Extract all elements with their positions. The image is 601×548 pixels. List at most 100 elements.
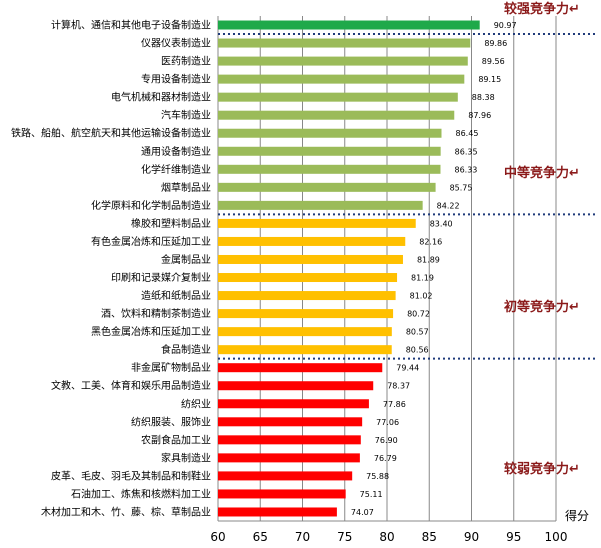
value-label: 81.19 bbox=[411, 274, 434, 283]
bar bbox=[218, 363, 383, 373]
value-label: 75.11 bbox=[360, 490, 383, 499]
category-label: 金属制品业 bbox=[161, 253, 211, 266]
bar bbox=[218, 200, 423, 210]
value-label: 89.86 bbox=[484, 39, 507, 48]
category-label: 有色金属冶炼和压延加工业 bbox=[91, 235, 211, 248]
category-label: 医药制造业 bbox=[161, 55, 211, 68]
x-axis-ticks: 60 65 70 75 80 85 90 95 100 bbox=[210, 530, 567, 544]
x-tick-label: 75 bbox=[337, 530, 352, 544]
value-label: 80.56 bbox=[406, 346, 429, 355]
tier-labels: 较强竞争力↵ 中等竞争力↵ 初等竞争力↵ 较弱竞争力↵ bbox=[504, 1, 580, 477]
bar bbox=[218, 254, 403, 264]
value-label: 79.44 bbox=[396, 364, 419, 373]
bar bbox=[218, 435, 361, 445]
value-label: 77.86 bbox=[383, 400, 406, 409]
bar bbox=[218, 291, 396, 301]
bar bbox=[218, 56, 468, 66]
category-label: 纺织服装、服饰业 bbox=[131, 415, 211, 428]
bar bbox=[218, 453, 360, 463]
x-tick-label: 60 bbox=[210, 530, 225, 544]
value-label: 82.16 bbox=[419, 237, 442, 246]
value-label: 89.15 bbox=[478, 75, 501, 84]
category-label: 汽车制造业 bbox=[161, 109, 211, 122]
value-label: 86.45 bbox=[456, 129, 479, 138]
bar bbox=[218, 182, 436, 192]
value-label: 81.02 bbox=[410, 292, 433, 301]
value-label: 78.37 bbox=[387, 382, 410, 391]
bar bbox=[218, 471, 353, 481]
category-labels: 计算机、通信和其他电子设备制造业仪器仪表制造业医药制造业专用设备制造业电气机械和… bbox=[11, 19, 211, 519]
bar bbox=[218, 507, 337, 517]
x-tick-label: 85 bbox=[422, 530, 437, 544]
category-label: 文教、工美、体育和娱乐用品制造业 bbox=[51, 379, 211, 392]
bar bbox=[218, 128, 442, 138]
bar bbox=[218, 38, 471, 48]
tier-label: 较强竞争力↵ bbox=[504, 1, 580, 17]
category-label: 农副食品加工业 bbox=[141, 433, 211, 446]
bar bbox=[218, 417, 363, 427]
bar bbox=[218, 20, 480, 30]
bar bbox=[218, 218, 416, 228]
category-label: 木材加工和木、竹、藤、棕、草制品业 bbox=[41, 505, 211, 518]
x-axis-label: 得分 bbox=[565, 508, 589, 523]
value-label: 89.56 bbox=[482, 57, 505, 66]
bar bbox=[218, 345, 392, 355]
bar bbox=[218, 381, 374, 391]
bar bbox=[218, 399, 369, 409]
category-label: 橡胶和塑料制品业 bbox=[131, 217, 211, 230]
category-label: 食品制造业 bbox=[161, 343, 211, 356]
grid-lines bbox=[217, 16, 557, 522]
category-label: 化学原料和化学制品制造业 bbox=[91, 199, 211, 212]
bar bbox=[218, 164, 441, 174]
bar bbox=[218, 74, 465, 84]
tier-dividers bbox=[218, 33, 598, 360]
bar bbox=[218, 92, 458, 102]
bars bbox=[218, 20, 480, 517]
category-label: 家具制造业 bbox=[161, 451, 211, 464]
value-label: 76.79 bbox=[374, 454, 397, 463]
value-label: 87.96 bbox=[468, 111, 491, 120]
category-label: 专用设备制造业 bbox=[141, 73, 211, 86]
x-tick-label: 95 bbox=[506, 530, 521, 544]
value-label: 74.07 bbox=[351, 508, 374, 517]
value-label: 75.88 bbox=[366, 472, 389, 481]
category-label: 烟草制品业 bbox=[161, 181, 211, 194]
value-label: 90.97 bbox=[494, 21, 517, 30]
category-label: 计算机、通信和其他电子设备制造业 bbox=[51, 19, 211, 32]
value-label: 83.40 bbox=[430, 219, 453, 228]
x-tick-label: 80 bbox=[379, 530, 394, 544]
category-label: 纺织业 bbox=[181, 397, 211, 410]
value-label: 77.06 bbox=[376, 418, 399, 427]
category-label: 铁路、船舶、航空航天和其他运输设备制造业 bbox=[11, 127, 211, 140]
bar bbox=[218, 327, 392, 337]
value-label: 88.38 bbox=[472, 93, 495, 102]
value-label: 85.75 bbox=[450, 183, 473, 192]
x-tick-label: 70 bbox=[295, 530, 310, 544]
category-label: 通用设备制造业 bbox=[141, 145, 211, 158]
bar bbox=[218, 489, 346, 499]
category-label: 皮革、毛皮、羽毛及其制品和制鞋业 bbox=[51, 469, 211, 482]
value-label: 80.57 bbox=[406, 328, 429, 337]
bar bbox=[218, 236, 406, 246]
bar bbox=[218, 110, 455, 120]
category-label: 印刷和记录媒介复制业 bbox=[111, 271, 211, 284]
value-labels: 90.97 89.86 89.56 89.15 88.38 87.96 86.45 86.35… bbox=[351, 21, 517, 517]
category-label: 酒、饮料和精制茶制造业 bbox=[101, 307, 211, 320]
value-label: 84.22 bbox=[437, 201, 460, 210]
tier-label: 初等竞争力↵ bbox=[504, 299, 580, 315]
category-label: 电气机械和器材制造业 bbox=[111, 91, 211, 104]
x-tick-label: 65 bbox=[253, 530, 268, 544]
category-label: 仪器仪表制造业 bbox=[141, 37, 211, 50]
value-label: 86.33 bbox=[454, 165, 477, 174]
tier-label: 较弱竞争力↵ bbox=[504, 461, 580, 477]
bar bbox=[218, 273, 398, 283]
category-label: 非金属矿物制品业 bbox=[131, 361, 211, 374]
bar bbox=[218, 146, 441, 156]
x-tick-label: 90 bbox=[464, 530, 479, 544]
value-label: 86.35 bbox=[455, 147, 478, 156]
x-tick-label: 100 bbox=[545, 530, 568, 544]
tier-label: 中等竞争力↵ bbox=[504, 165, 580, 181]
value-label: 80.72 bbox=[407, 310, 430, 319]
category-label: 黑色金属冶炼和压延加工业 bbox=[91, 325, 211, 338]
